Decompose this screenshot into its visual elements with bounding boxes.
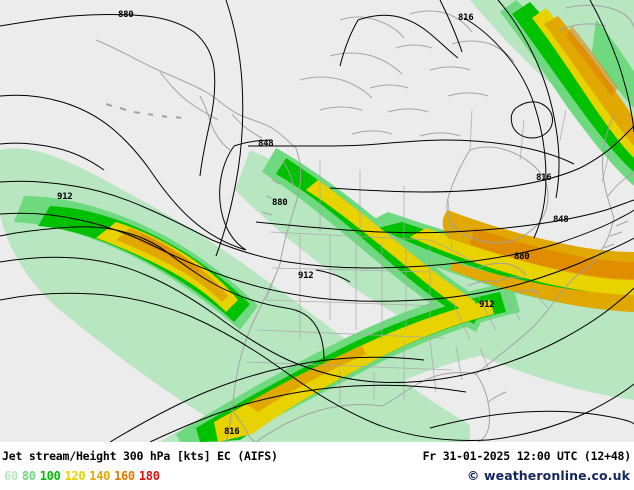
footer-bar: Jet stream/Height 300 hPa [kts] EC (AIFS… <box>0 442 634 490</box>
land-masses <box>95 4 634 442</box>
scale-step-60: 60 <box>4 469 18 483</box>
administrative-borders <box>245 109 611 404</box>
product-title: Jet stream/Height 300 hPa [kts] EC (AIFS… <box>2 449 278 463</box>
scale-step-180: 180 <box>138 469 160 483</box>
scale-step-140: 140 <box>89 469 111 483</box>
weather-map-canvas[interactable]: 880 816 848 816 912 880 848 880 912 912 816 <box>0 0 634 442</box>
scale-step-160: 160 <box>114 469 135 483</box>
jet-speed-fills <box>0 0 634 442</box>
scale-step-80: 80 <box>21 469 36 483</box>
scale-step-120: 120 <box>64 469 86 483</box>
height-contours <box>0 0 634 442</box>
copyright-notice: © weatheronline.co.uk <box>466 468 630 483</box>
map-svg <box>0 0 634 442</box>
wind-speed-color-scale: 60 80 100 120 140 160 180 <box>4 469 160 483</box>
scale-step-100: 100 <box>39 469 61 483</box>
model-run-datetime: Fr 31-01-2025 12:00 UTC (12+48) <box>422 449 632 463</box>
